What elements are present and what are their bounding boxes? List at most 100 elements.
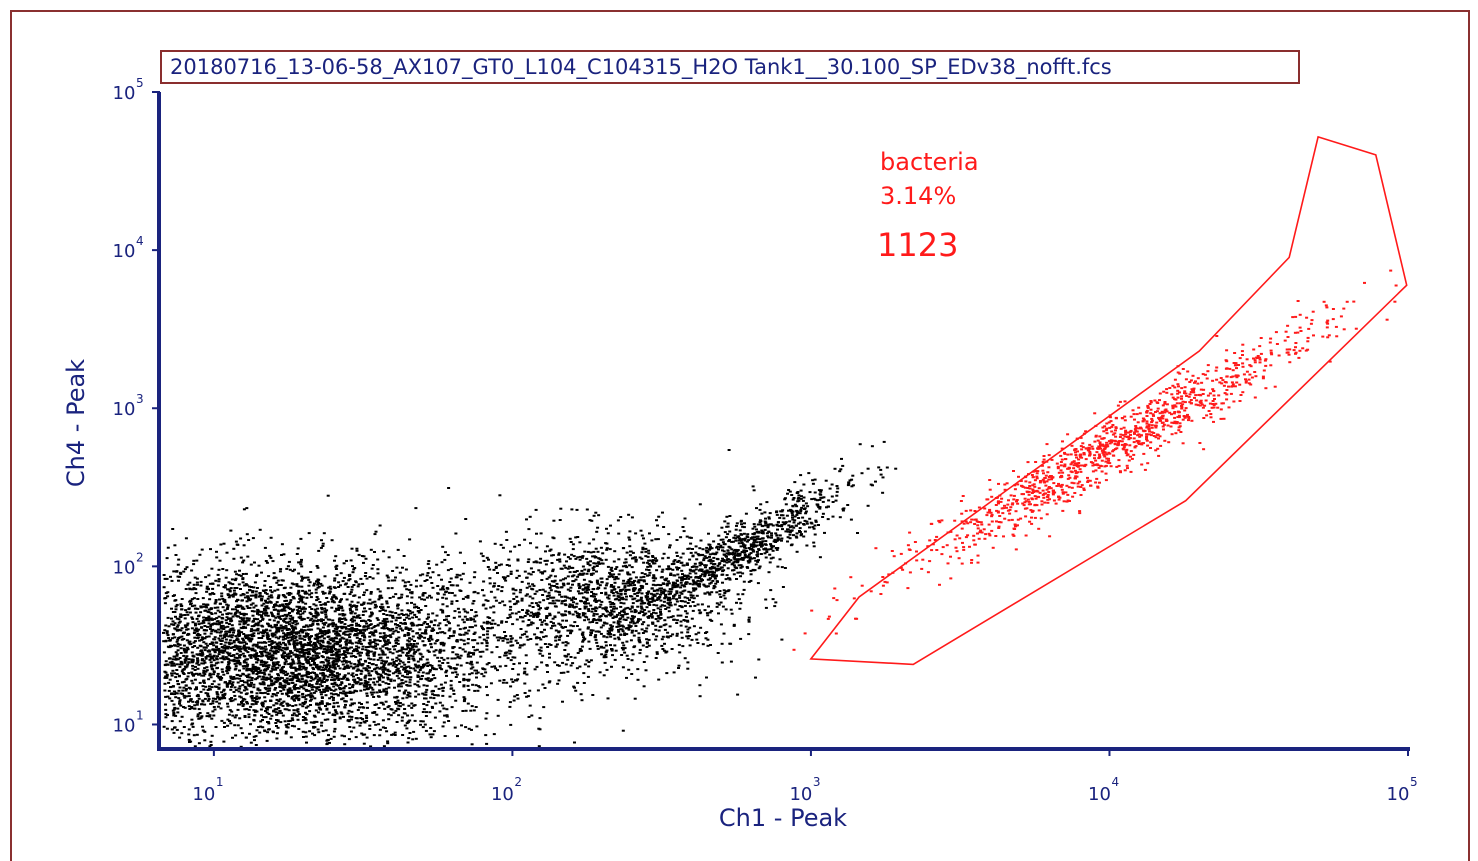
event-point bbox=[342, 631, 346, 634]
event-point bbox=[389, 636, 393, 639]
event-point bbox=[224, 638, 228, 641]
event-point bbox=[520, 633, 524, 636]
event-point bbox=[255, 587, 259, 589]
event-point bbox=[646, 555, 650, 558]
event-point bbox=[389, 714, 393, 717]
event-point bbox=[384, 647, 388, 650]
event-point bbox=[287, 720, 291, 723]
event-point bbox=[449, 584, 453, 587]
event-point bbox=[310, 694, 314, 697]
event-point bbox=[340, 647, 344, 650]
event-point bbox=[295, 714, 299, 717]
event-point bbox=[410, 596, 414, 599]
event-point bbox=[369, 658, 373, 661]
event-point bbox=[578, 665, 582, 668]
event-point bbox=[261, 702, 265, 705]
event-point bbox=[286, 691, 290, 694]
event-point bbox=[288, 601, 292, 604]
event-point bbox=[243, 655, 247, 658]
event-point bbox=[478, 686, 482, 689]
event-point bbox=[349, 691, 353, 694]
event-point bbox=[377, 683, 381, 686]
event-point bbox=[574, 610, 578, 613]
event-point bbox=[293, 645, 296, 647]
event-point bbox=[442, 649, 446, 652]
event-point bbox=[382, 625, 386, 628]
event-point bbox=[174, 651, 178, 654]
event-point bbox=[256, 627, 260, 630]
event-point bbox=[170, 660, 174, 663]
event-point bbox=[330, 682, 334, 685]
event-point bbox=[470, 663, 474, 666]
event-point bbox=[252, 606, 256, 609]
event-point bbox=[311, 671, 315, 674]
event-point bbox=[272, 606, 276, 609]
event-point bbox=[394, 619, 398, 622]
event-point bbox=[217, 615, 221, 618]
event-point bbox=[630, 659, 634, 662]
event-point bbox=[627, 588, 631, 591]
event-point bbox=[401, 697, 405, 700]
event-point bbox=[408, 610, 412, 612]
event-point bbox=[362, 720, 366, 723]
event-point bbox=[242, 607, 246, 610]
event-point bbox=[284, 627, 288, 630]
event-point bbox=[403, 633, 407, 636]
event-point bbox=[392, 662, 396, 665]
event-point bbox=[606, 596, 610, 599]
event-point bbox=[265, 661, 269, 664]
event-point bbox=[519, 636, 523, 639]
event-point bbox=[413, 640, 416, 642]
event-point bbox=[362, 639, 366, 642]
event-point bbox=[396, 624, 400, 626]
event-point bbox=[298, 650, 302, 653]
event-point bbox=[217, 702, 221, 705]
event-point bbox=[198, 652, 202, 655]
event-point bbox=[172, 570, 176, 573]
event-point bbox=[282, 672, 286, 675]
event-point bbox=[537, 636, 541, 639]
event-point bbox=[164, 675, 168, 678]
event-point bbox=[205, 603, 208, 606]
event-point bbox=[288, 704, 292, 707]
event-point bbox=[252, 686, 256, 689]
event-point bbox=[255, 729, 259, 732]
event-point bbox=[364, 669, 368, 672]
event-point bbox=[347, 709, 351, 712]
event-point bbox=[231, 681, 235, 684]
event-point bbox=[462, 633, 466, 636]
event-point bbox=[240, 607, 244, 610]
event-point bbox=[200, 703, 203, 706]
event-point bbox=[175, 603, 179, 606]
event-point bbox=[447, 637, 451, 640]
event-point bbox=[638, 648, 642, 651]
event-point bbox=[207, 678, 211, 681]
event-point bbox=[269, 536, 273, 539]
event-point bbox=[381, 719, 385, 722]
event-point bbox=[182, 726, 186, 728]
event-point bbox=[485, 648, 489, 651]
event-point bbox=[236, 645, 239, 648]
event-point bbox=[255, 677, 259, 680]
event-point bbox=[302, 607, 306, 610]
event-point bbox=[262, 660, 266, 663]
event-point bbox=[280, 677, 284, 680]
event-point bbox=[627, 668, 631, 671]
event-point bbox=[254, 702, 258, 705]
event-point bbox=[187, 658, 191, 661]
event-point bbox=[408, 732, 412, 734]
event-point bbox=[227, 617, 230, 620]
event-point bbox=[455, 573, 459, 576]
event-point bbox=[335, 701, 339, 704]
event-point bbox=[326, 645, 330, 648]
event-point bbox=[500, 620, 504, 623]
event-point bbox=[423, 636, 427, 639]
event-point bbox=[293, 626, 297, 629]
event-point bbox=[373, 600, 377, 603]
event-point bbox=[187, 672, 191, 675]
event-point bbox=[629, 639, 633, 642]
event-point bbox=[290, 631, 294, 633]
event-point bbox=[282, 656, 286, 659]
event-point bbox=[207, 687, 211, 690]
event-point bbox=[532, 615, 536, 618]
